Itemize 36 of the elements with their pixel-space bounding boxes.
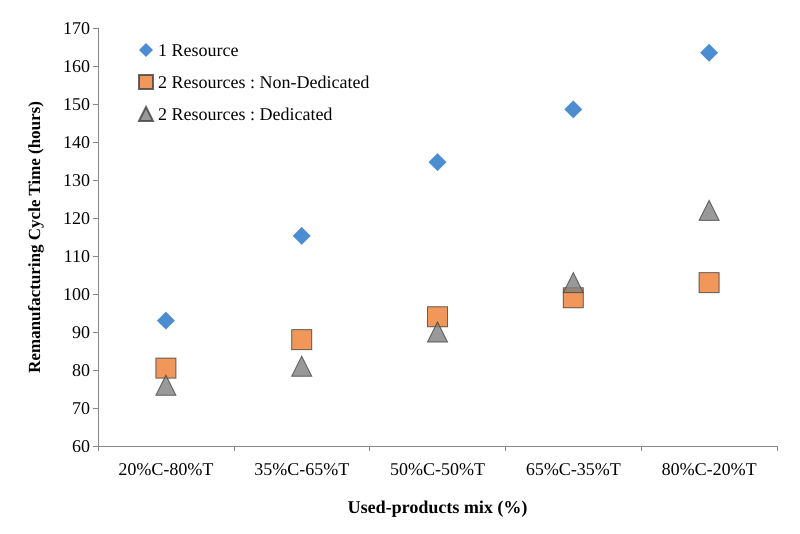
x-tick-label: 80%C-20%T [662, 459, 757, 479]
point [562, 272, 584, 294]
y-tick-label: 60 [72, 436, 90, 456]
legend-label: 1 Resource [158, 40, 238, 60]
x-tick-label: 50%C-50%T [390, 459, 485, 479]
point [698, 272, 720, 294]
legend-label: 2 Resources : Non-Dedicated [158, 72, 370, 92]
x-tick-label: 65%C-35%T [526, 459, 621, 479]
y-tick-label: 120 [63, 208, 90, 228]
point [564, 100, 582, 118]
x-tick-label: 20%C-80%T [118, 459, 214, 479]
y-tick-label: 160 [63, 56, 90, 76]
y-axis-title: Remanufacturing Cycle Time (hours) [25, 101, 44, 373]
point [427, 322, 448, 342]
y-tick-label: 100 [63, 284, 90, 304]
y-tick-label: 170 [63, 18, 90, 38]
y-tick-label: 110 [64, 246, 90, 266]
point [291, 329, 312, 350]
y-tick-label: 130 [63, 170, 90, 190]
y-tick-label: 80 [72, 360, 90, 380]
point [156, 312, 175, 330]
point [292, 226, 311, 245]
x-tick-label: 35%C-65%T [254, 459, 350, 479]
point [428, 153, 446, 172]
y-tick-label: 70 [72, 398, 90, 418]
x-axis-title: Used-products mix (%) [348, 497, 528, 517]
y-tick-label: 150 [63, 94, 90, 114]
point [155, 374, 176, 396]
y-tick-label: 90 [72, 322, 90, 342]
point [698, 200, 720, 221]
y-tick-label: 140 [63, 132, 90, 152]
point [700, 44, 718, 62]
point [427, 306, 448, 328]
legend-label: 2 Resources : Dedicated [158, 104, 332, 124]
point [291, 356, 312, 377]
point [155, 358, 176, 379]
